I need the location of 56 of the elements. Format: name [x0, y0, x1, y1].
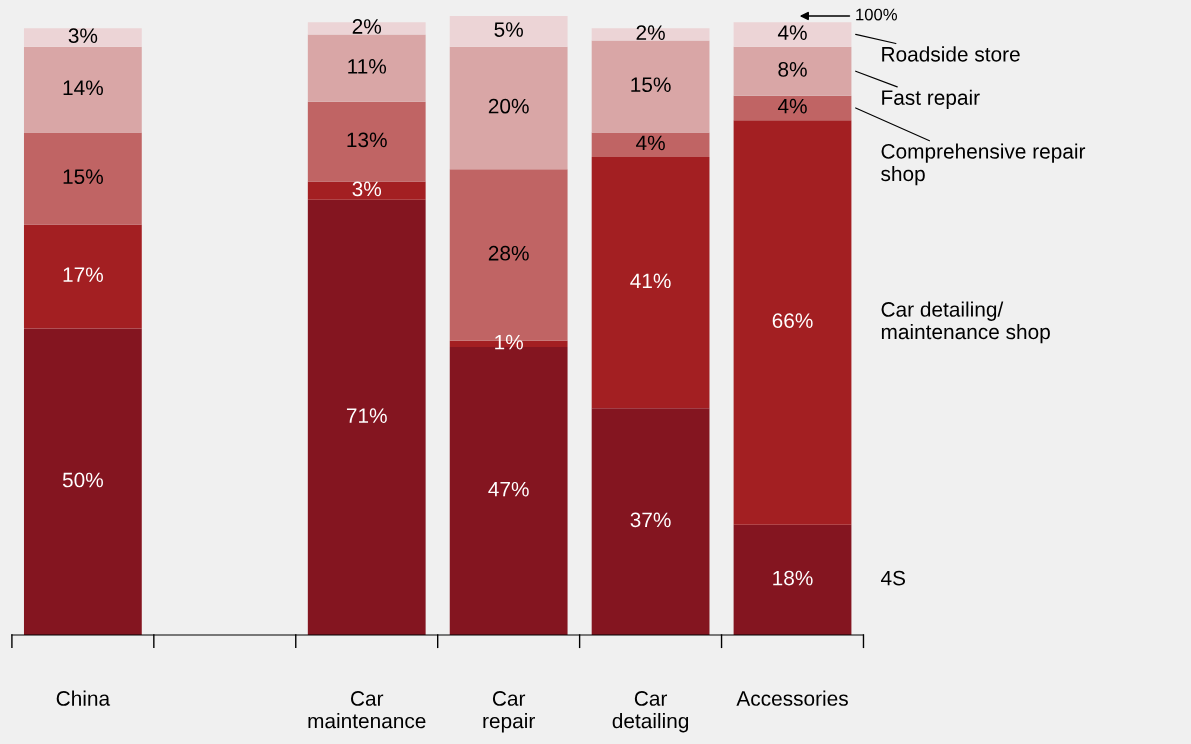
data-label: 4% [777, 25, 807, 40]
bar [591, 408, 710, 635]
bar [449, 16, 568, 47]
data-label: 14% [63, 80, 103, 96]
data-label: 18% [773, 570, 813, 586]
bar [591, 156, 710, 409]
data-label: 47% [488, 481, 529, 497]
bar [23, 46, 142, 133]
data-label: 17% [63, 267, 103, 282]
data-label: 11% [348, 59, 387, 74]
bar [23, 28, 142, 47]
series-label: Fast repair [882, 89, 980, 110]
series-label: Comprehensive repair shop [881, 143, 1086, 186]
data-label: 37% [630, 512, 671, 528]
data-label: 71% [346, 408, 387, 423]
bar [23, 132, 142, 225]
bar [307, 34, 426, 102]
series-label: 4S [880, 570, 906, 586]
data-label: 8% [778, 62, 807, 77]
bar [591, 40, 710, 133]
data-label: 4% [777, 98, 807, 114]
bar [307, 199, 426, 635]
bar [449, 46, 568, 170]
series-label: Car detailing/ maintenance shop [881, 301, 1050, 344]
x-tick-label: Accessories [736, 690, 848, 706]
bar [23, 224, 142, 329]
data-label: 66% [772, 313, 813, 329]
bar [307, 101, 426, 182]
bar [591, 132, 710, 157]
annotation: 100% [856, 8, 897, 21]
data-label: 13% [347, 132, 387, 148]
bar [733, 22, 852, 47]
bar [23, 328, 142, 635]
data-label: 41% [630, 273, 671, 289]
x-tick-label: China [56, 690, 111, 706]
data-label: 15% [631, 77, 671, 93]
data-label: 2% [636, 25, 665, 40]
data-label: 50% [62, 472, 103, 488]
data-label: 3% [68, 28, 98, 44]
bar [307, 181, 426, 200]
bar [733, 524, 852, 635]
data-label: 1% [495, 334, 523, 350]
data-label: 28% [488, 245, 529, 261]
bar [733, 120, 852, 525]
x-tick-label: Car detailing [612, 691, 689, 733]
data-label: 3% [352, 181, 382, 197]
data-label: 5% [494, 22, 523, 37]
data-label: 4% [636, 135, 665, 151]
data-label: 2% [352, 19, 382, 34]
bar [733, 46, 852, 96]
bar [733, 95, 852, 121]
x-tick-label: Car repair [483, 691, 535, 733]
data-label: 15% [63, 169, 103, 184]
x-tick-label: Car maintenance [308, 691, 426, 729]
data-label: 20% [488, 98, 529, 114]
series-label: Roadside store [882, 46, 1020, 62]
